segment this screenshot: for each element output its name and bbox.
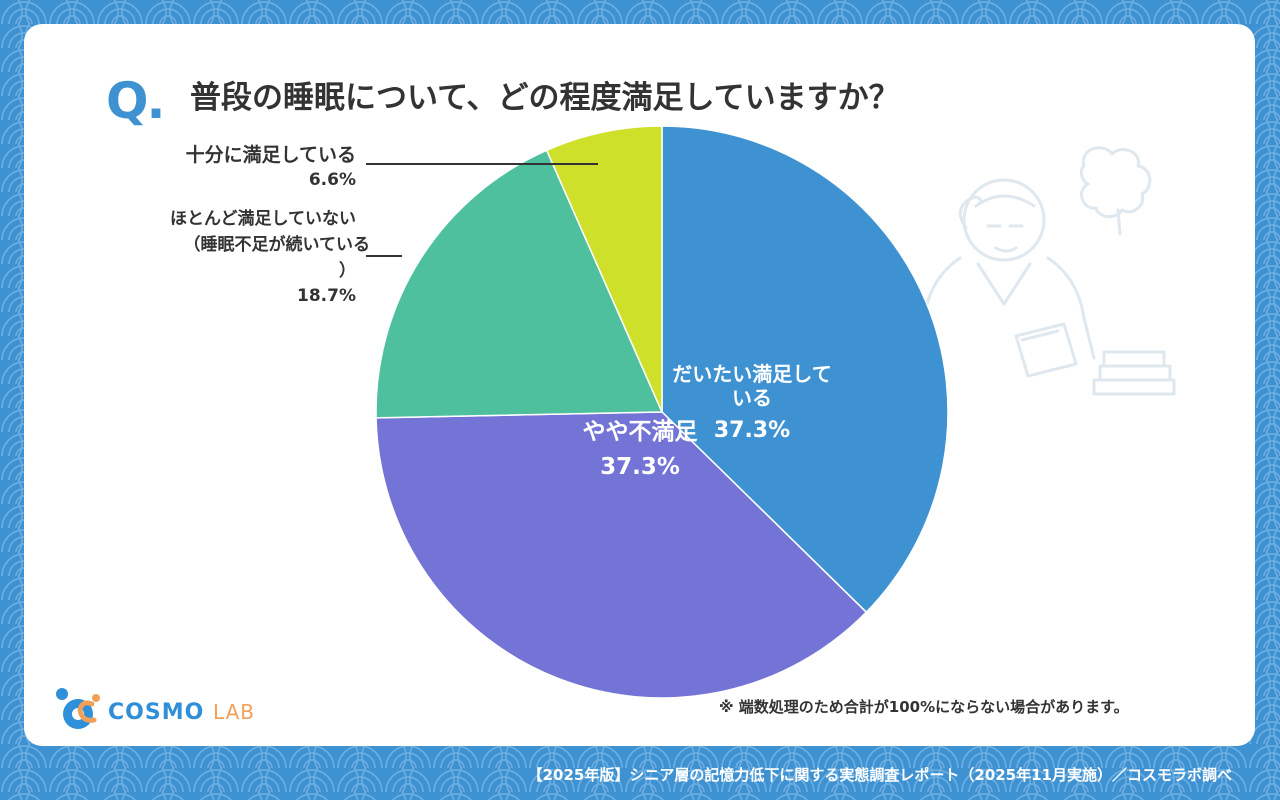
- question-title: 普段の睡眠について、どの程度満足していますか？: [190, 80, 900, 116]
- question-mark-label: Q.: [106, 72, 165, 130]
- label-somewhat-unsatisfied: やや不満足: [582, 419, 698, 445]
- pie-slice-0: [661, 125, 949, 614]
- label-mostly-satisfied-line1: だいたい満足して: [672, 362, 832, 386]
- value-fully-satisfied: 6.6%: [308, 170, 356, 190]
- pie-chart: [366, 125, 949, 699]
- label-not-satisfied-line2: （睡眠不足が続いている: [183, 235, 371, 255]
- pie-slice-3: [545, 125, 663, 413]
- label-not-satisfied-line3: ）: [339, 261, 356, 281]
- label-fully-satisfied: 十分に満足している: [185, 144, 356, 166]
- pie-slice-1: [375, 411, 868, 699]
- label-mostly-satisfied-line2: いる: [732, 386, 772, 410]
- source-footer: 【2025年版】シニア層の記憶力低下に関する実態調査レポート（2025年11月実…: [527, 766, 1232, 784]
- value-not-satisfied: 18.7%: [297, 286, 356, 306]
- brand-lab: LAB: [212, 700, 255, 724]
- value-mostly-satisfied: 37.3%: [713, 418, 791, 443]
- pie-slice-2: [375, 149, 664, 419]
- chart-card: Q. 普段の睡眠について、どの程度満足していますか？: [24, 24, 1255, 746]
- label-not-satisfied-line1: ほとんど満足していない: [170, 209, 356, 229]
- brand-cosmo: COSMO: [108, 700, 205, 725]
- value-somewhat-unsatisfied: 37.3%: [600, 454, 680, 480]
- cosmo-lab-logo-icon: [56, 688, 100, 729]
- brand-name: COSMO LAB: [108, 700, 255, 725]
- rounding-note: ※ 端数処理のため合計が100%にならない場合があります。: [719, 698, 1129, 716]
